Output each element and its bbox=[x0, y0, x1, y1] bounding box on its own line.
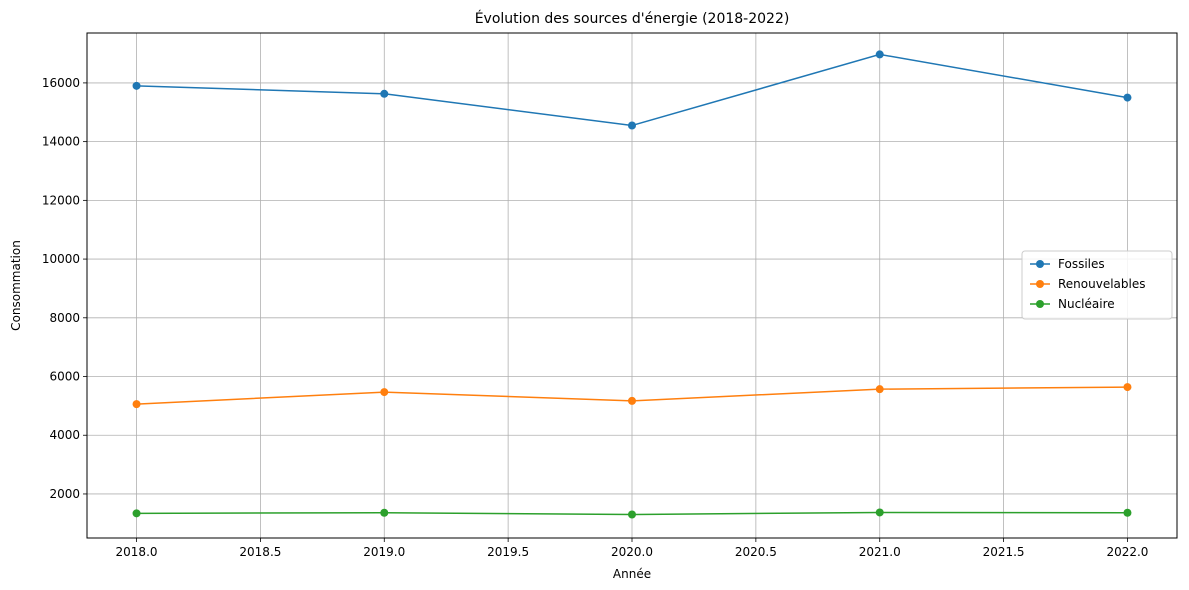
data-point-nucleaire bbox=[132, 509, 141, 518]
data-point-fossiles bbox=[628, 121, 636, 130]
x-tick-label: 2020.5 bbox=[735, 545, 777, 559]
data-point-renouvelables bbox=[380, 388, 389, 397]
x-tick-label: 2019.5 bbox=[487, 545, 529, 559]
y-tick-label: 12000 bbox=[42, 193, 80, 207]
x-tick-label: 2019.0 bbox=[363, 545, 405, 559]
data-point-renouvelables bbox=[628, 396, 636, 405]
y-tick-label: 16000 bbox=[42, 76, 80, 90]
y-tick-label: 14000 bbox=[42, 135, 80, 149]
y-axis-label: Consommation bbox=[9, 240, 23, 331]
x-tick-label: 2018.5 bbox=[239, 545, 281, 559]
data-point-fossiles bbox=[132, 81, 141, 90]
y-tick-label: 6000 bbox=[49, 370, 80, 384]
legend-label: Renouvelables bbox=[1058, 277, 1146, 291]
legend-box bbox=[1021, 250, 1173, 320]
data-point-fossiles bbox=[875, 50, 884, 59]
x-tick-label: 2018.0 bbox=[116, 545, 158, 559]
series-group bbox=[132, 50, 1132, 519]
legend-marker bbox=[1036, 300, 1044, 308]
x-axis: 2018.0 2018.5 2019.0 2019.5 2020.0 2020.5 2021… bbox=[116, 538, 1148, 559]
x-axis-label: Année bbox=[613, 567, 651, 581]
x-tick-label: 2021.0 bbox=[859, 545, 901, 559]
data-point-fossiles bbox=[1123, 93, 1132, 102]
chart-title: Évolution des sources d'énergie (2018-20… bbox=[475, 10, 790, 27]
data-point-nucleaire bbox=[875, 508, 884, 517]
legend: Fossiles Renouvelables Nucléaire bbox=[1021, 250, 1173, 320]
y-tick-label: 10000 bbox=[42, 252, 80, 266]
data-point-nucleaire bbox=[628, 510, 636, 519]
y-axis: 2000 4000 6000 8000 10000 12000 14000 16000 bbox=[42, 76, 87, 501]
x-tick-label: 2022.0 bbox=[1106, 545, 1148, 559]
data-point-fossiles bbox=[380, 89, 389, 98]
y-tick-label: 8000 bbox=[49, 311, 80, 325]
grid bbox=[87, 33, 1177, 538]
data-point-nucleaire bbox=[380, 508, 389, 517]
data-point-nucleaire bbox=[1123, 508, 1132, 517]
data-point-renouvelables bbox=[1123, 383, 1132, 392]
x-tick-label: 2020.0 bbox=[611, 545, 653, 559]
data-point-renouvelables bbox=[875, 385, 884, 394]
legend-marker bbox=[1036, 280, 1044, 288]
legend-marker bbox=[1036, 260, 1044, 268]
y-tick-label: 2000 bbox=[49, 487, 80, 501]
legend-label: Fossiles bbox=[1058, 257, 1105, 271]
x-tick-label: 2021.5 bbox=[983, 545, 1025, 559]
data-point-renouvelables bbox=[132, 400, 141, 409]
legend-label: Nucléaire bbox=[1058, 297, 1115, 311]
y-tick-label: 4000 bbox=[49, 428, 80, 442]
